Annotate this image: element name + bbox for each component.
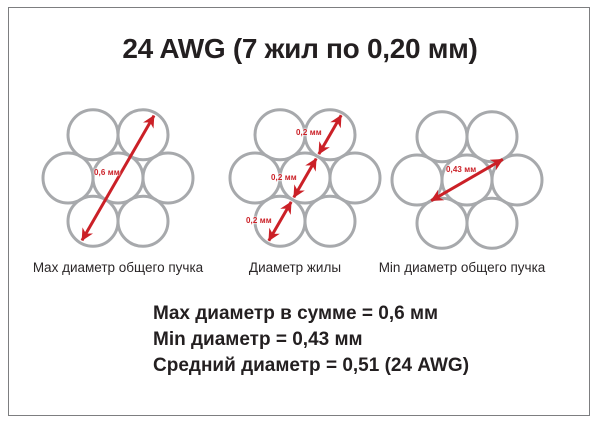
measurement-label: 0,2 мм — [271, 173, 297, 182]
wire-circle — [328, 151, 382, 205]
summary-line-avg: Средний диаметр = 0,51 (24 AWG) — [153, 355, 470, 376]
diameter-arrow — [317, 114, 343, 155]
measurement-label: 0,6 мм — [94, 168, 120, 177]
diameter-arrow — [292, 157, 318, 199]
wire-circle — [465, 196, 519, 250]
measurement-label: 0,43 мм — [446, 165, 477, 174]
wire-bundle — [228, 108, 382, 248]
summary-line-max: Max диаметр в сумме = 0,6 мм — [153, 303, 439, 324]
summary-line-min: Min диаметр = 0,43 мм — [153, 329, 363, 350]
diameter-arrow — [267, 201, 293, 242]
diagram-caption: Min диаметр общего пучка — [378, 260, 546, 275]
wire-circle — [41, 151, 95, 205]
diagram-caption: Max диаметр общего пучка — [32, 260, 204, 275]
max-diameter-diagram — [41, 108, 195, 248]
measurement-label: 0,2 мм — [296, 128, 322, 137]
wire-circle — [465, 110, 519, 164]
wire-circle — [415, 196, 469, 250]
wire-diameter-diagram — [228, 108, 382, 248]
measurement-label: 0,2 мм — [246, 216, 272, 225]
wire-circle — [415, 110, 469, 164]
min-diameter-diagram — [390, 110, 544, 250]
wire-circle — [66, 108, 120, 162]
wire-circle — [303, 108, 357, 162]
summary-block: Max диаметр в сумме = 0,6 мм Min диаметр… — [153, 301, 469, 379]
diameter-arrow — [80, 114, 156, 242]
diameter-arrow — [430, 158, 504, 202]
wire-circle — [303, 194, 357, 248]
wire-circle — [116, 194, 170, 248]
page-title: 24 AWG (7 жил по 0,20 мм) — [122, 33, 478, 64]
wire-circle — [141, 151, 195, 205]
diagram-caption: Диаметр жилы — [248, 260, 342, 275]
